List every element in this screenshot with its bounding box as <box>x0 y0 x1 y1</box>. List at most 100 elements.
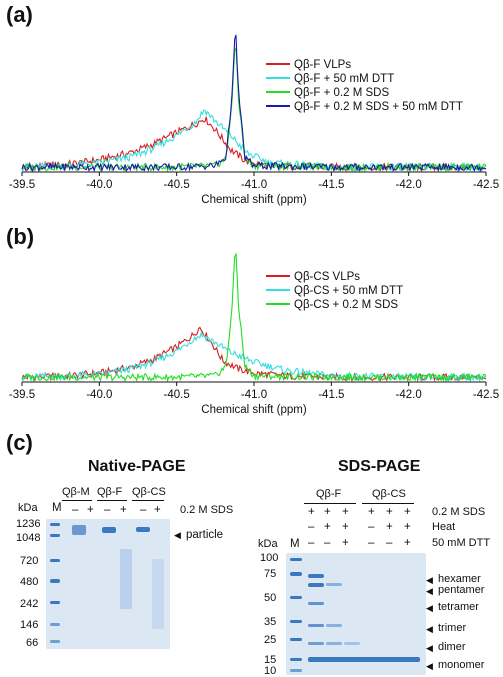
native-ladder-label: 1048 <box>16 532 41 544</box>
sds-oligomer-band <box>326 624 342 627</box>
sds-oligomer-band <box>308 574 324 578</box>
legend-label: Qβ-CS + 50 mM DTT <box>294 285 403 297</box>
sds-group-underline-2 <box>362 503 414 504</box>
sds-marker-label: M <box>290 538 300 550</box>
sds-ladder-label: 35 <box>264 616 277 628</box>
sds-condition-sign: – <box>368 521 375 533</box>
sds-condition-sign: – <box>308 537 315 549</box>
native-ladder-band <box>50 640 60 643</box>
sds-condition-sign: + <box>404 537 411 549</box>
native-kda-label: kDa <box>18 502 38 514</box>
sds-condition-sign: + <box>404 506 411 518</box>
native-lane-sign: – <box>104 504 111 516</box>
sds-monomer-band <box>308 657 420 662</box>
x-tick-label: -42.5 <box>473 389 499 401</box>
sds-ladder-label: 15 <box>264 654 277 666</box>
legend-label: Qβ-CS VLPs <box>294 271 360 283</box>
sds-group-2: Qβ-CS <box>372 488 406 500</box>
x-tick-label: -40.5 <box>164 179 190 191</box>
sds-ladder-band <box>290 638 302 641</box>
sds-ladder-band <box>290 558 302 561</box>
panel-label-b: (b) <box>6 224 35 249</box>
nmr-spectrum-b: -39.5 -40.0 -40.5 -41.0 -41.5 -42.0 -42.5 Chemi… <box>9 253 499 416</box>
native-group-1: Qβ-M <box>62 486 90 498</box>
legend-label: Qβ-CS + 0.2 M SDS <box>294 299 398 311</box>
native-ladder-label: 720 <box>20 555 39 567</box>
x-tick-label: -42.0 <box>396 389 422 401</box>
sds-oligomer-band <box>308 642 324 645</box>
sds-condition-sign: – <box>308 521 315 533</box>
sds-condition-sign: + <box>368 506 375 518</box>
native-group-underline-2 <box>97 500 127 501</box>
sds-arrow: ◀ <box>426 624 433 634</box>
x-tick-label: -41.5 <box>318 389 344 401</box>
x-tick-label: -41.0 <box>241 389 267 401</box>
x-tick-label: -42.5 <box>473 179 499 191</box>
sds-species-label: dimer <box>438 641 466 653</box>
sds-page-title: SDS-PAGE <box>338 458 421 475</box>
native-lane-sign: + <box>120 504 127 516</box>
sds-arrow: ◀ <box>426 643 433 653</box>
sds-arrow: ◀ <box>426 586 433 596</box>
native-ladder-label: 1236 <box>16 518 41 530</box>
native-lane-sign: + <box>87 504 94 516</box>
sds-condition-sign: – <box>368 537 375 549</box>
sds-oligomer-band <box>308 624 324 627</box>
sds-arrow: ◀ <box>426 661 433 671</box>
x-axis-label: Chemical shift (ppm) <box>201 404 307 416</box>
native-ladder-band <box>50 579 60 583</box>
sds-condition-sign: – <box>386 537 393 549</box>
native-particle-label: particle <box>186 529 224 541</box>
native-particle-band <box>136 527 150 532</box>
sds-oligomer-band <box>308 583 324 587</box>
sds-ladder-label: 50 <box>264 592 277 604</box>
sds-group-underline-1 <box>304 503 356 504</box>
sds-ladder-band <box>290 572 302 576</box>
native-group-underline-1 <box>62 500 92 501</box>
sds-condition-sign: + <box>342 521 349 533</box>
native-ladder-band <box>50 623 60 626</box>
sds-kda-label: kDa <box>258 538 278 550</box>
x-tick-label: -41.0 <box>241 179 267 191</box>
native-group-underline-3 <box>132 500 164 501</box>
native-ladder-band <box>50 601 60 604</box>
native-smear <box>120 549 132 609</box>
native-particle-band <box>72 525 86 535</box>
sds-oligomer-band <box>326 642 342 645</box>
sds-ladder-label: 100 <box>260 552 279 564</box>
native-lane-sign: + <box>154 504 161 516</box>
x-tick-label: -40.5 <box>164 389 190 401</box>
sds-condition-sign: + <box>404 521 411 533</box>
sds-species-label: trimer <box>438 622 467 634</box>
x-tick-label: -40.0 <box>86 179 112 191</box>
x-axis-label: Chemical shift (ppm) <box>201 194 307 206</box>
sds-condition-sign: + <box>386 506 393 518</box>
native-lane-sign: – <box>72 504 79 516</box>
sds-condition-sign: + <box>386 521 393 533</box>
legend-label: Qβ-F + 50 mM DTT <box>294 73 394 85</box>
native-ladder-label: 146 <box>20 619 39 631</box>
sds-species-label: pentamer <box>438 584 485 596</box>
sds-ladder-band <box>290 669 302 672</box>
sds-condition-sign: + <box>342 506 349 518</box>
nmr-spectrum-a: -39.5 -40.0 -40.5 -41.0 -41.5 -42.0 -42.5 Chemi… <box>9 34 499 206</box>
sds-condition-sign: + <box>324 521 331 533</box>
sds-oligomer-band <box>326 583 342 586</box>
sds-condition-label: Heat <box>432 521 456 533</box>
native-particle-arrow: ◀ <box>174 530 181 540</box>
sds-ladder-band <box>290 658 302 661</box>
panel-label-a: (a) <box>6 2 33 27</box>
sds-ladder-label: 25 <box>264 634 277 646</box>
x-tick-label: -42.0 <box>396 179 422 191</box>
sds-ladder-band <box>290 596 302 599</box>
legend-label: Qβ-F VLPs <box>294 59 351 71</box>
native-ladder-label: 242 <box>20 598 39 610</box>
sds-condition-label: 50 mM DTT <box>432 537 491 549</box>
native-group-3: Qβ-CS <box>132 486 166 498</box>
native-lane-sign: – <box>140 504 147 516</box>
sds-condition-label: 0.2 M SDS <box>432 506 486 518</box>
sds-condition-sign: – <box>324 537 331 549</box>
native-group-2: Qβ-F <box>97 486 123 498</box>
sds-group-1: Qβ-F <box>316 488 342 500</box>
x-tick-label: -39.5 <box>9 389 35 401</box>
